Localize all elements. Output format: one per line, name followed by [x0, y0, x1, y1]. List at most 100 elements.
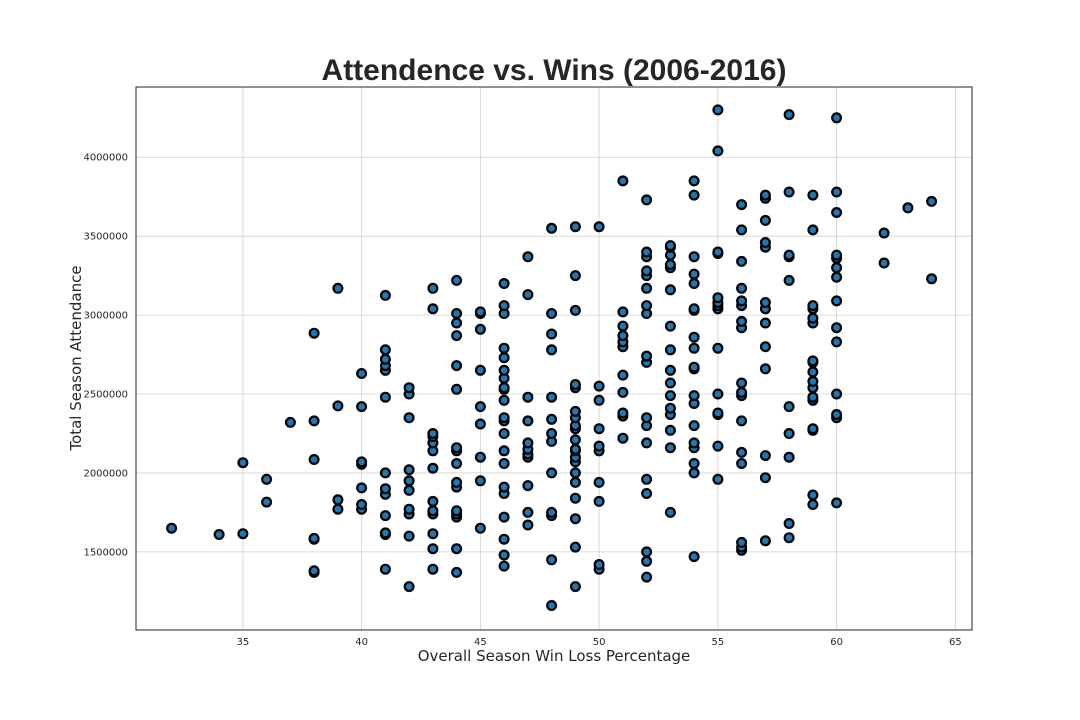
x-tick-label: 60: [830, 637, 843, 648]
scatter-point: [427, 428, 439, 440]
scatter-point: [546, 599, 558, 611]
scatter-point: [379, 353, 391, 365]
scatter-point: [546, 308, 558, 320]
scatter-point: [759, 363, 771, 375]
scatter-point: [308, 532, 320, 544]
scatter-point: [878, 257, 890, 269]
scatter-point: [546, 413, 558, 425]
scatter-point: [807, 300, 819, 312]
scatter-point: [641, 246, 653, 258]
scatter-point: [308, 327, 320, 339]
scatter-point: [498, 342, 510, 354]
scatter-point: [356, 499, 368, 511]
scatter-point: [403, 382, 415, 394]
scatter-point: [546, 391, 558, 403]
scatter-point: [403, 475, 415, 487]
scatter-point: [641, 546, 653, 558]
scatter-point: [522, 519, 534, 531]
scatter-point: [807, 189, 819, 201]
scatter-point: [451, 442, 463, 454]
scatter-point: [546, 328, 558, 340]
scatter-point: [451, 383, 463, 395]
scatter-point: [403, 412, 415, 424]
scatter-point: [166, 522, 178, 534]
scatter-point: [403, 484, 415, 496]
x-tick-label: 45: [474, 637, 487, 648]
scatter-point: [569, 467, 581, 479]
scatter-point: [831, 262, 843, 274]
scatter-point: [332, 494, 344, 506]
scatter-point: [759, 297, 771, 309]
scatter-point: [546, 344, 558, 356]
scatter-point: [498, 445, 510, 457]
scatter-point: [427, 303, 439, 315]
scatter-point: [593, 495, 605, 507]
scatter-point: [427, 505, 439, 517]
y-axis-label: Total Season Attendance: [67, 265, 85, 451]
scatter-point: [807, 224, 819, 236]
scatter-point: [688, 175, 700, 187]
scatter-point: [593, 380, 605, 392]
scatter-point: [712, 246, 724, 258]
scatter-point: [736, 377, 748, 389]
scatter-point: [546, 506, 558, 518]
scatter-point: [593, 476, 605, 488]
scatter-point: [736, 199, 748, 211]
scatter-point: [641, 282, 653, 294]
scatter-point: [451, 476, 463, 488]
scatter-point: [664, 442, 676, 454]
scatter-point: [688, 278, 700, 290]
scatter-point: [498, 412, 510, 424]
chart-title: Attendence vs. Wins (2006-2016): [322, 54, 787, 87]
scatter-point: [474, 323, 486, 335]
scatter-point: [332, 400, 344, 412]
x-tick-label: 40: [355, 637, 368, 648]
scatter-point: [498, 458, 510, 470]
scatter-point: [617, 320, 629, 332]
scatter-point: [522, 391, 534, 403]
scatter-point: [712, 440, 724, 452]
scatter-point: [332, 282, 344, 294]
scatter-point: [498, 533, 510, 545]
scatter-point: [688, 251, 700, 263]
scatter-point: [664, 344, 676, 356]
scatter-point: [831, 112, 843, 124]
scatter-point: [783, 517, 795, 529]
scatter-point: [712, 104, 724, 116]
scatter-point: [831, 497, 843, 509]
scatter-point: [356, 401, 368, 413]
scatter-point: [356, 456, 368, 468]
scatter-point: [736, 295, 748, 307]
scatter-point: [498, 394, 510, 406]
tick-labels: 35 40 45 50 55 60 65 1500000 2000000 2500000 30000…: [83, 153, 961, 648]
scatter-point: [569, 443, 581, 455]
x-tick-label: 65: [949, 637, 962, 648]
scatter-point: [474, 306, 486, 318]
scatter-point: [712, 388, 724, 400]
data-points: [166, 104, 938, 611]
scatter-point: [237, 457, 249, 469]
scatter-point: [593, 221, 605, 233]
scatter-point: [783, 274, 795, 286]
scatter-point: [617, 369, 629, 381]
scatter-point: [807, 423, 819, 435]
scatter-point: [569, 476, 581, 488]
scatter-point: [617, 306, 629, 318]
scatter-point: [688, 437, 700, 449]
scatter-point: [522, 289, 534, 301]
scatter-point: [688, 551, 700, 563]
scatter-point: [641, 194, 653, 206]
scatter-point: [379, 344, 391, 356]
scatter-point: [807, 355, 819, 367]
scatter-point: [332, 503, 344, 515]
scatter-point: [498, 352, 510, 364]
y-tick-label: 4000000: [83, 153, 128, 164]
scatter-point: [498, 560, 510, 572]
scatter-point: [783, 401, 795, 413]
scatter-point: [498, 511, 510, 523]
scatter-point: [474, 364, 486, 376]
scatter-point: [379, 483, 391, 495]
scatter-point: [831, 322, 843, 334]
scatter-point: [902, 202, 914, 214]
